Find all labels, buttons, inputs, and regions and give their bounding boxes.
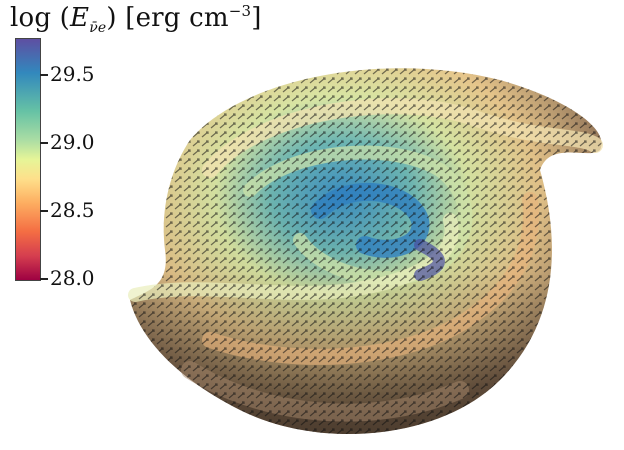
title-exp: −3 [228,2,252,20]
tick-label: 28.0 [50,266,95,290]
colorbar [15,38,41,281]
colorbar-title: log (Eν̄e) [erg cm−3] [10,2,262,36]
tick-mark [40,210,48,212]
title-unit: erg cm [135,3,229,33]
title-sub: ν̄e [89,20,107,36]
tick-label: 29.5 [50,62,95,86]
volume-render [128,68,603,434]
tick-mark [40,74,48,76]
tick-mark [40,278,48,280]
tick-label: 28.5 [50,198,95,222]
title-prefix: log [10,3,52,33]
title-var: E [70,3,90,33]
tick-mark [40,142,48,144]
arrow-glyphs [130,68,602,434]
tick-label: 29.0 [50,130,95,154]
